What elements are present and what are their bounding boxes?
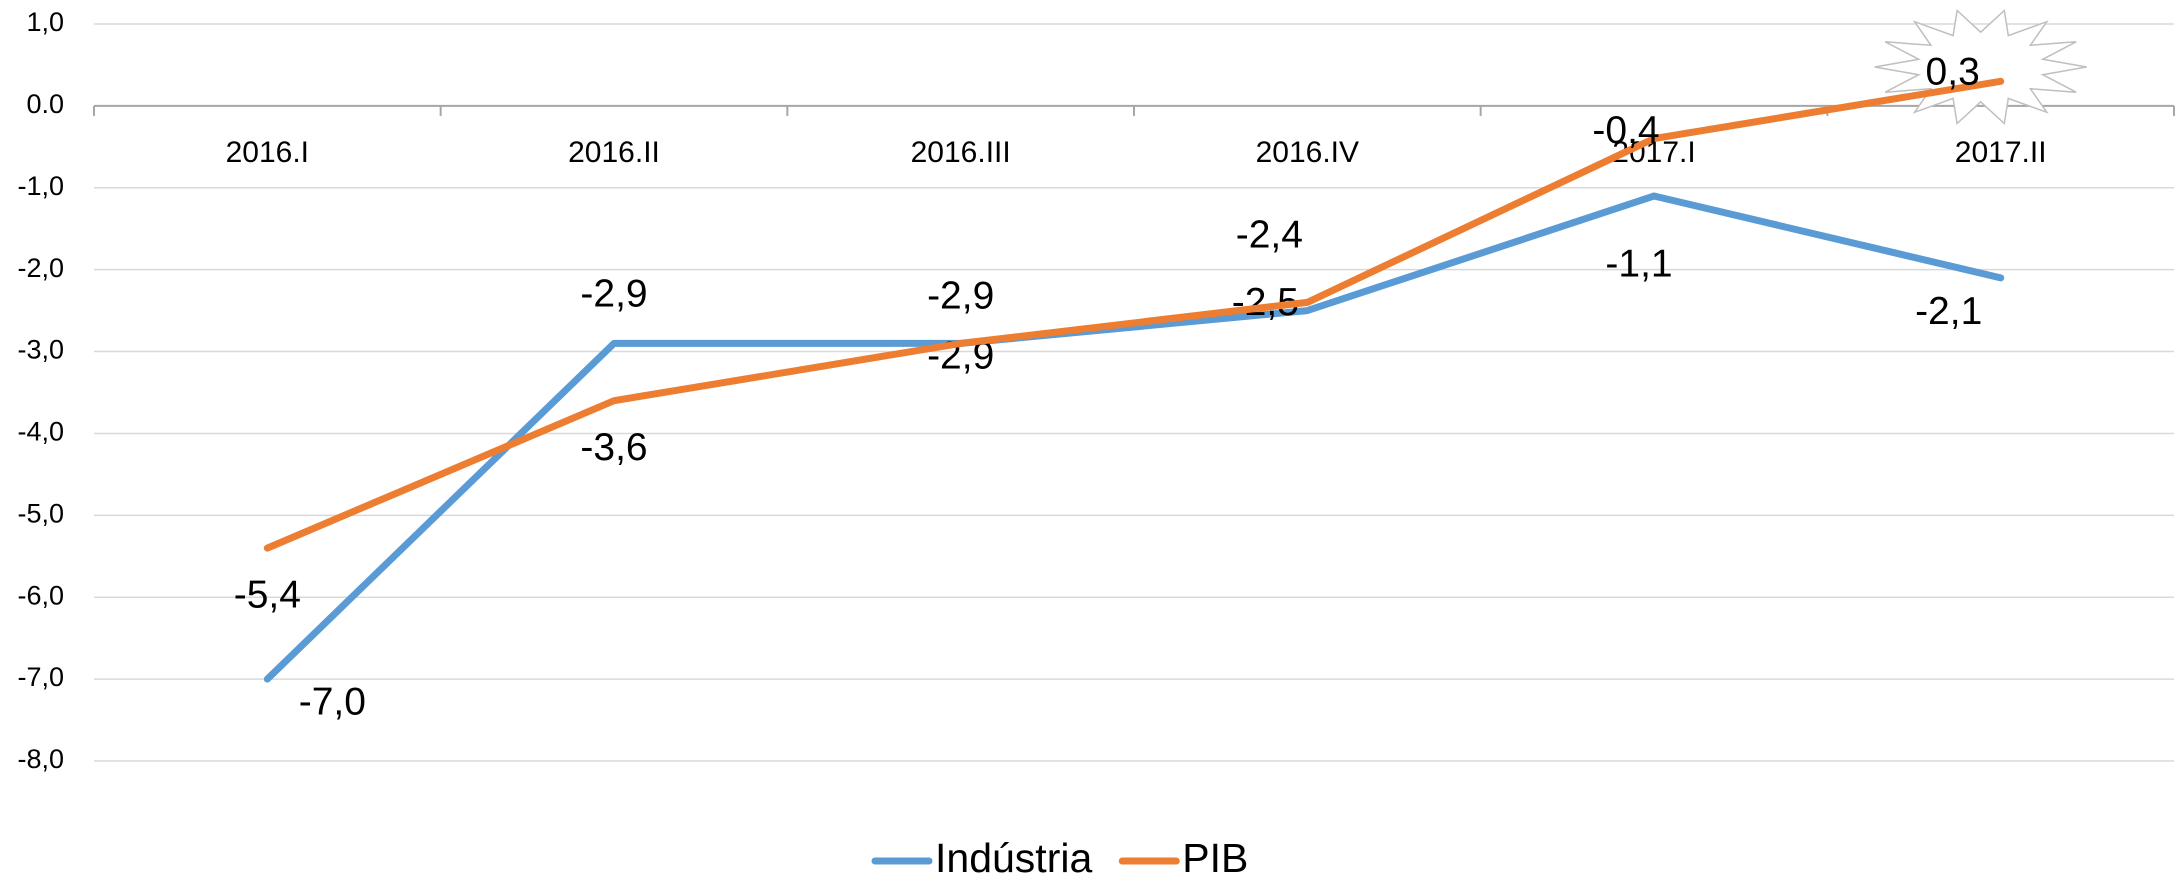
data-label: -2,1 <box>1915 290 1982 333</box>
y-tick-label: -3,0 <box>17 335 64 365</box>
x-tick-label: 2016.III <box>911 136 1011 169</box>
series-line <box>263 77 2005 552</box>
legend-label: Indústria <box>935 835 1092 881</box>
x-tick-label: 2017.II <box>1955 136 2047 169</box>
data-label: -2,9 <box>580 273 647 316</box>
data-label: -5,4 <box>234 573 301 616</box>
data-label: -1,1 <box>1605 242 1672 285</box>
y-tick-label: -5,0 <box>17 498 64 528</box>
series-line <box>263 192 2005 683</box>
y-tick-label: -6,0 <box>17 580 64 610</box>
data-label: -2,9 <box>927 275 994 318</box>
data-label: -7,0 <box>299 680 366 723</box>
x-tick-label: 2016.I <box>226 136 309 169</box>
data-label: -0,4 <box>1592 109 1659 152</box>
data-label: 0,3 <box>1926 51 1980 94</box>
y-tick-label: 1,0 <box>26 7 64 37</box>
y-tick-label: -8,0 <box>17 744 64 774</box>
y-tick-label: -7,0 <box>17 662 64 692</box>
x-tick-label: 2016.IV <box>1256 136 1359 169</box>
y-tick-label: -1,0 <box>17 171 64 201</box>
y-tick-label: -4,0 <box>17 417 64 447</box>
legend-label: PIB <box>1182 835 1248 881</box>
x-tick-label: 2016.II <box>568 136 660 169</box>
y-tick-label: 0.0 <box>26 89 64 119</box>
data-label: -2,4 <box>1236 214 1303 257</box>
y-tick-label: -2,0 <box>17 253 64 283</box>
data-label: -3,6 <box>580 426 647 469</box>
